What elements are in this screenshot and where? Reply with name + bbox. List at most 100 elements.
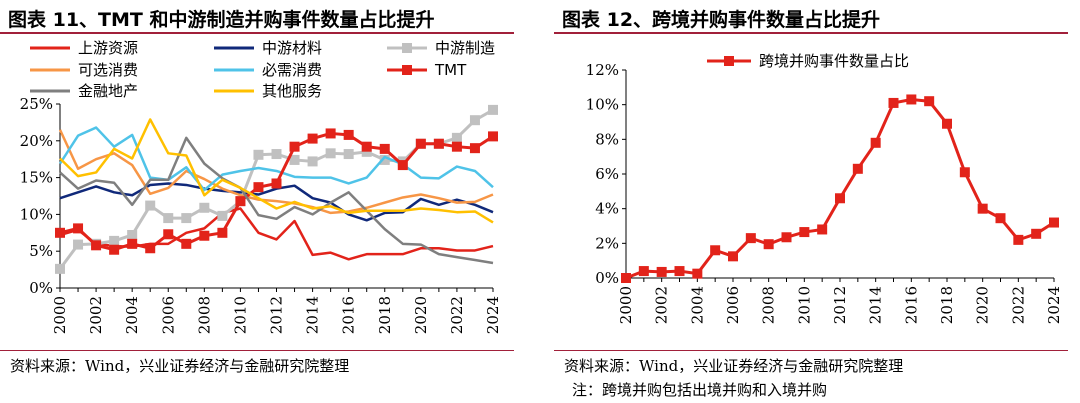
right-x-tick-label: 2006: [724, 286, 742, 324]
left-series-2-point: [361, 146, 372, 157]
left-series-2-point: [199, 202, 210, 213]
right-series-0-point: [763, 239, 774, 250]
left-x-tick-label: 2014: [304, 296, 322, 334]
right-series-0-point: [638, 266, 649, 277]
left-series-5-point: [109, 244, 120, 255]
left-chart-panel: 图表 11、TMT 和中游制造并购事件数量占比提升 0% 5% 10% 15% 20% 2…: [0, 0, 514, 403]
right-x-tick-label: 2014: [867, 286, 885, 324]
left-series-5-point: [361, 141, 372, 152]
right-series-0-point: [745, 233, 756, 244]
right-y-tick-label: 4%: [595, 200, 619, 218]
left-y-tick-label: 20%: [20, 132, 53, 150]
left-y-tick-label: 0%: [29, 279, 53, 297]
right-y-tick-label: 12%: [586, 61, 619, 79]
left-title-bar: 图表 11、TMT 和中游制造并购事件数量占比提升: [0, 2, 514, 34]
left-series-5-point: [488, 131, 498, 142]
left-series-2-point: [469, 115, 480, 126]
left-series-2-point: [488, 104, 498, 115]
left-series-2-point: [217, 210, 228, 221]
left-x-tick-label: 2022: [448, 296, 466, 334]
left-series-2-point: [73, 239, 84, 250]
left-series-2-point: [289, 154, 300, 165]
left-series-5-point: [415, 138, 426, 149]
left-series-line-1: [59, 182, 494, 222]
left-legend-label-7: 其他服务: [262, 82, 322, 100]
left-series-5-point: [55, 227, 65, 238]
left-series-5-point: [199, 230, 210, 241]
right-series-0-point: [1031, 228, 1042, 239]
left-y-tick-label: 10%: [20, 205, 53, 223]
left-series-5-point: [127, 238, 138, 249]
right-x-tick-label: 2018: [938, 286, 956, 324]
right-y-tick-label: 8%: [595, 130, 619, 148]
right-chart-title: 图表 12、跨境并购事件数量占比提升: [562, 9, 881, 31]
right-series-0-point: [817, 224, 828, 235]
right-x-tick-label: 2022: [1009, 286, 1027, 324]
left-series-5-point: [433, 138, 444, 149]
right-legend-marker-0: [724, 56, 734, 66]
left-series-2-point: [325, 148, 336, 159]
right-x-tick-label: 2000: [617, 286, 635, 324]
left-series-5-point: [379, 143, 390, 154]
left-series-line-3: [58, 129, 494, 215]
right-series-0-point: [656, 266, 667, 277]
left-series-2-point: [271, 149, 282, 160]
left-legend-label-5: TMT: [434, 61, 467, 79]
left-legend-marker-2: [402, 43, 412, 53]
left-x-tick-label: 2000: [51, 296, 69, 334]
left-x-tick-label: 2020: [412, 296, 430, 334]
left-series-5-point: [289, 141, 300, 152]
left-x-tick-label: 2012: [268, 296, 286, 334]
right-series-0-point: [621, 273, 631, 283]
right-series-0-point: [995, 213, 1006, 224]
right-x-tick-label: 2008: [760, 286, 778, 324]
left-series-5-point: [451, 141, 462, 152]
right-source: 资料来源：Wind，兴业证券经济与金融研究院整理: [564, 357, 904, 375]
left-series-2-point: [343, 149, 354, 160]
right-source-divider: [554, 350, 1068, 351]
left-series-5-point: [145, 243, 156, 254]
right-y-tick-label: 6%: [595, 165, 619, 183]
left-legend-label-2: 中游制造: [435, 39, 495, 57]
left-series-5-point: [91, 240, 102, 251]
right-x-tick-label: 2004: [688, 286, 706, 324]
right-x-tick-label: 2002: [653, 286, 671, 324]
right-x-tick-label: 2016: [902, 286, 920, 324]
left-series-5-point: [235, 196, 246, 207]
right-series-0-point: [852, 163, 863, 174]
right-x-tick-label: 2020: [974, 286, 992, 324]
left-y-tick-label: 15%: [20, 169, 53, 187]
left-legend-label-4: 必需消费: [262, 61, 322, 79]
left-series-5-point: [253, 182, 264, 193]
right-series-0-point: [674, 266, 685, 277]
left-series-5-point: [217, 227, 228, 238]
left-y-tick-label: 25%: [20, 95, 53, 113]
left-series-2-point: [253, 149, 264, 160]
left-y-tick-label: 5%: [29, 242, 53, 260]
left-source-divider: [0, 350, 514, 351]
left-series-5-point: [73, 223, 84, 234]
left-series-5-point: [469, 143, 480, 154]
left-series-2-point: [55, 263, 65, 274]
right-y-tick-label: 2%: [595, 234, 619, 252]
left-series-5-point: [163, 229, 174, 240]
left-series-line-4: [58, 126, 494, 192]
left-x-tick-label: 2024: [484, 296, 502, 334]
right-series-0-point: [781, 232, 792, 243]
left-series-5-point: [307, 133, 318, 144]
right-series-0-point: [977, 203, 988, 214]
left-chart-svg: 0% 5% 10% 15% 20% 25% 2000 2002 2004 2006 2008 2010…: [20, 39, 502, 334]
left-series-5-point: [325, 128, 336, 139]
right-series-0-point: [710, 245, 721, 256]
left-series-2-point: [109, 235, 120, 246]
left-series-5-point: [181, 238, 192, 249]
left-series-5-point: [343, 129, 354, 140]
left-series-2-point: [145, 200, 156, 211]
left-series-line-7: [59, 118, 494, 224]
right-legend-label-0: 跨境并购事件数量占比: [759, 52, 909, 70]
right-x-tick-label: 2012: [831, 286, 849, 324]
right-note: 注：跨境并购包括出境并购和入境并购: [572, 381, 828, 399]
left-x-tick-label: 2018: [376, 296, 394, 334]
left-legend-label-3: 可选消费: [78, 61, 138, 79]
right-y-tick-label: 10%: [586, 96, 619, 114]
